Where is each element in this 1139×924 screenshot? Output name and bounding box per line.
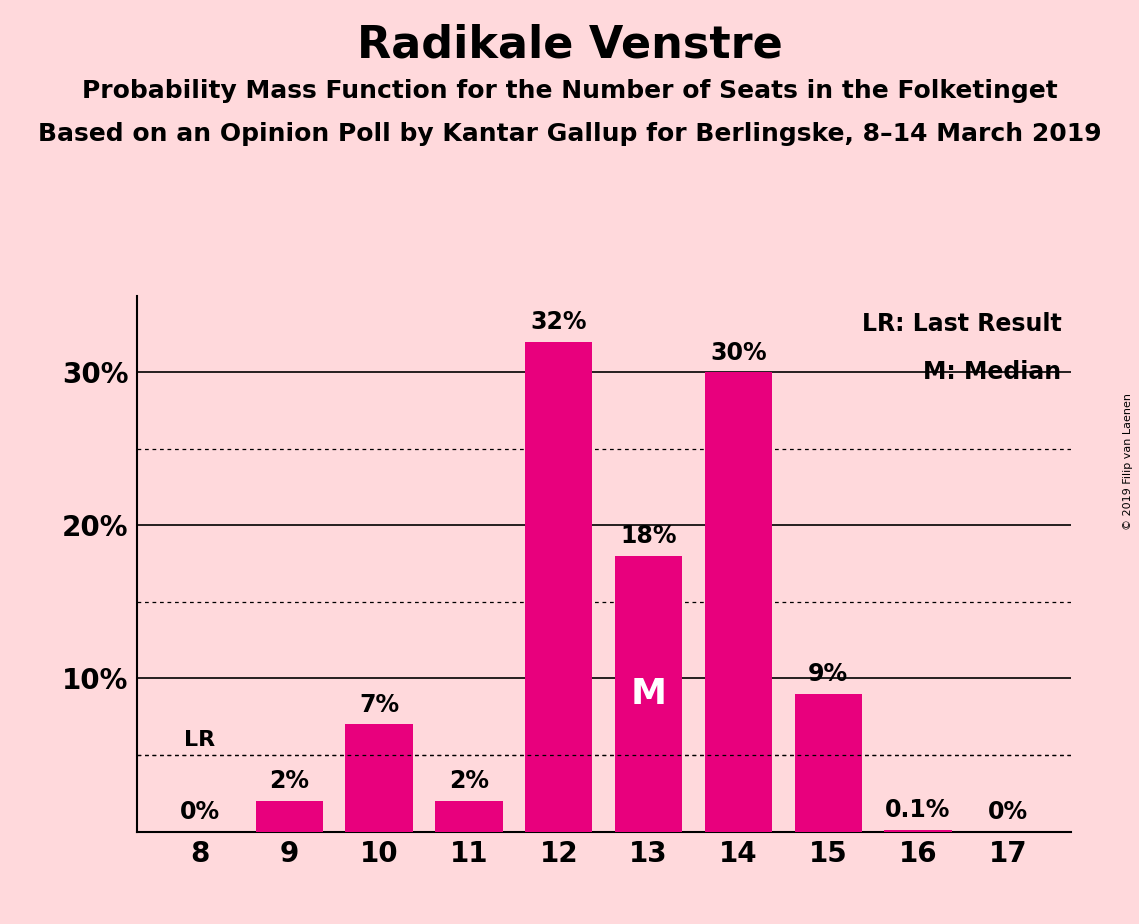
Text: M: Median: M: Median [924,360,1062,384]
Text: LR: LR [185,731,215,750]
Text: Radikale Venstre: Radikale Venstre [357,23,782,67]
Bar [255,801,323,832]
Text: LR: Last Result: LR: Last Result [861,311,1062,335]
Bar [435,801,502,832]
Text: 18%: 18% [621,524,677,548]
Text: 2%: 2% [269,770,310,794]
Text: Probability Mass Function for the Number of Seats in the Folketinget: Probability Mass Function for the Number… [82,79,1057,103]
Text: 30%: 30% [710,341,767,365]
Bar [345,724,412,832]
Bar [615,556,682,832]
Text: 7%: 7% [359,693,399,717]
Text: 0%: 0% [988,800,1027,824]
Text: Based on an Opinion Poll by Kantar Gallup for Berlingske, 8–14 March 2019: Based on an Opinion Poll by Kantar Gallu… [38,122,1101,146]
Text: 0%: 0% [180,800,220,824]
Bar [884,830,952,832]
Text: 9%: 9% [809,663,849,687]
Text: 2%: 2% [449,770,489,794]
Bar [795,694,862,832]
Text: M: M [631,676,666,711]
Bar [705,372,772,832]
Bar [525,342,592,832]
Text: 32%: 32% [531,310,587,334]
Text: 0.1%: 0.1% [885,798,951,822]
Text: © 2019 Filip van Laenen: © 2019 Filip van Laenen [1123,394,1133,530]
